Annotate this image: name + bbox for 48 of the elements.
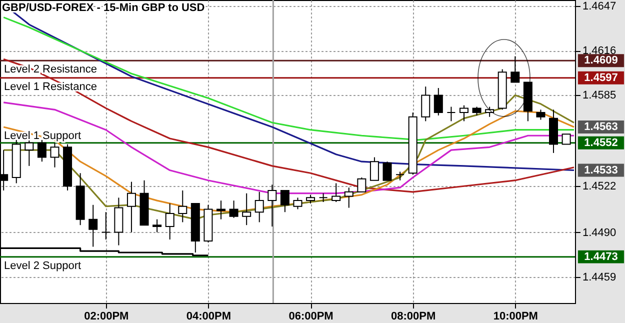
y-tick-label: 1.4585 xyxy=(582,90,616,102)
candlestick xyxy=(229,200,238,218)
candlestick xyxy=(280,190,290,213)
text: 1.4552 xyxy=(584,136,618,149)
y-tick-label: 1.4490 xyxy=(582,226,616,239)
candlestick xyxy=(459,104,468,122)
candlestick xyxy=(178,190,188,223)
candlestick xyxy=(88,204,98,248)
y-tick-label: 1.4616 xyxy=(582,45,616,57)
candlestick xyxy=(510,56,520,83)
candlestick xyxy=(434,88,443,116)
candlestick xyxy=(101,212,110,240)
candlestick xyxy=(24,139,34,166)
candlestick xyxy=(357,176,366,192)
candlestick xyxy=(332,182,341,202)
x-tick-label: 02:00PM xyxy=(84,310,129,322)
candlestick xyxy=(152,218,162,233)
text: 1.4609 xyxy=(584,54,618,67)
candlestick xyxy=(165,202,174,240)
candlestick xyxy=(370,156,379,181)
candlestick xyxy=(242,192,252,226)
text: 1.4473 xyxy=(584,250,618,263)
y-tick-label: 1.4647 xyxy=(582,0,616,12)
candlestick xyxy=(293,197,302,210)
candlestick xyxy=(421,86,430,122)
candlestick xyxy=(254,191,264,223)
text: 1.4597 xyxy=(584,72,618,84)
line-series xyxy=(2,58,575,193)
candlestick xyxy=(446,106,456,122)
candlestick xyxy=(126,181,136,233)
x-tick-label: 10:00PM xyxy=(493,310,538,322)
line-series xyxy=(2,16,575,141)
y-tick-label: 1.4459 xyxy=(582,272,616,284)
y-tick-label: 1.4522 xyxy=(582,180,616,193)
ref-line-label: Level 2 Support xyxy=(4,260,82,272)
candlestick xyxy=(536,109,546,120)
text: 1.4533 xyxy=(584,164,618,176)
candlestick xyxy=(268,184,277,228)
x-tick-label: 04:00PM xyxy=(186,310,232,322)
candlestick xyxy=(50,142,60,168)
candlestick xyxy=(396,171,405,181)
x-tick-label: 08:00PM xyxy=(391,310,436,322)
x-tick-label: 06:00PM xyxy=(288,310,334,322)
candlestick xyxy=(562,134,571,145)
candlestick xyxy=(216,200,226,220)
candlestick xyxy=(382,161,392,181)
candlestick xyxy=(344,187,354,208)
text: 1.4563 xyxy=(584,120,618,133)
